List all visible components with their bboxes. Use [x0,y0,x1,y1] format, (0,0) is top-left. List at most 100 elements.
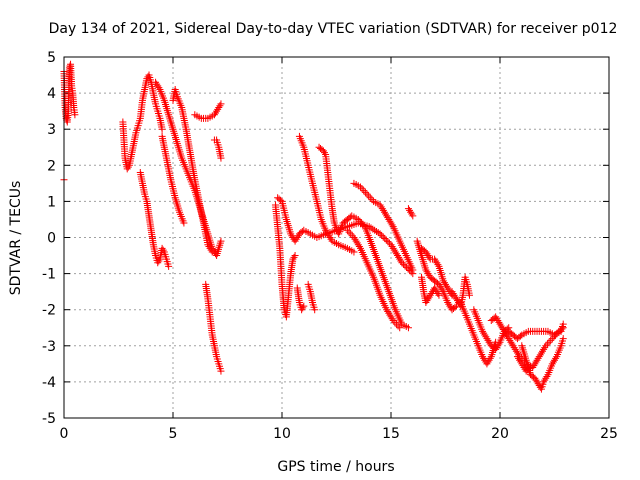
data-point [484,336,492,344]
data-point [433,259,441,267]
data-point [482,333,490,341]
data-point [480,329,488,337]
data-point [451,293,459,301]
data-point [432,286,440,294]
y-tick-label: 2 [47,158,56,174]
data-point [124,163,132,171]
data-point [387,313,395,321]
data-point [552,354,560,362]
data-point [559,320,567,328]
data-point [345,228,353,236]
data-point [499,326,507,334]
data-point [372,227,380,235]
data-point [327,235,335,243]
data-point [216,102,224,110]
data-point [293,234,301,241]
data-point [389,317,397,325]
data-point [396,255,404,263]
data-point [391,318,399,326]
data-point [383,212,391,220]
data-point [326,234,334,241]
data-point [485,338,493,346]
data-point [436,282,444,290]
data-point [323,228,331,236]
data-point [423,268,431,276]
data-point [549,358,557,366]
data-point [479,327,487,335]
data-point [426,291,434,299]
data-point [358,185,366,193]
data-point [360,187,368,195]
data-point [215,104,223,112]
data-point [534,354,542,362]
data-point [543,372,551,380]
data-point [479,353,487,361]
data-point [392,320,400,328]
data-point [480,354,488,362]
data-point [371,226,379,234]
data-point [152,78,160,86]
data-point [444,284,452,292]
data-point [363,190,371,198]
data-point [380,208,388,216]
y-tick-label: -1 [42,267,56,283]
data-point [545,338,553,346]
y-tick-label: -2 [42,303,56,319]
y-axis-label: SDTVAR / TECUs [8,181,24,296]
x-axis-label: GPS time / hours [277,459,394,475]
data-point [355,243,363,251]
data-point [423,297,431,305]
data-point [493,344,501,352]
data-point [452,295,460,303]
data-point [434,261,442,269]
data-point [485,356,493,364]
data-point [213,107,221,115]
data-point [481,331,489,339]
data-point [425,253,433,261]
data-point [365,192,373,200]
data-point [359,221,367,229]
data-point [389,244,397,252]
x-tick-labels: 0 5 10 15 20 25 [60,426,618,442]
data-point [542,374,550,382]
data-point [319,147,327,155]
data-point [382,236,390,244]
data-point [495,340,503,348]
data-point [401,262,409,270]
data-point [207,246,215,254]
x-tick-label: 25 [600,426,618,442]
data-point [536,351,544,359]
data-point [443,282,451,290]
data-point [492,345,500,353]
data-point [300,302,308,310]
data-point [445,286,453,294]
data-point [496,320,504,328]
data-point [453,297,461,305]
y-tick-label: 5 [47,50,56,66]
data-point [409,266,417,274]
data-point [381,235,389,243]
data-point [376,230,384,238]
data-point [516,356,524,364]
data-point [288,232,296,240]
data-point [369,225,377,233]
data-point [347,230,355,238]
data-point [208,248,216,256]
y-tick-label: 0 [47,231,56,247]
data-point [404,324,412,332]
data-point [289,255,297,263]
data-point [406,206,414,214]
data-point [439,277,447,285]
data-point [165,262,173,270]
y-tick-label: 3 [47,122,56,138]
data-point [214,105,222,113]
data-point [386,311,394,319]
data-point [431,284,439,292]
data-point [483,335,491,343]
data-point [385,309,393,317]
data-point [388,243,396,251]
data-point [435,291,443,299]
data-point [382,210,390,218]
data-point [422,266,430,274]
data-point [407,208,415,216]
